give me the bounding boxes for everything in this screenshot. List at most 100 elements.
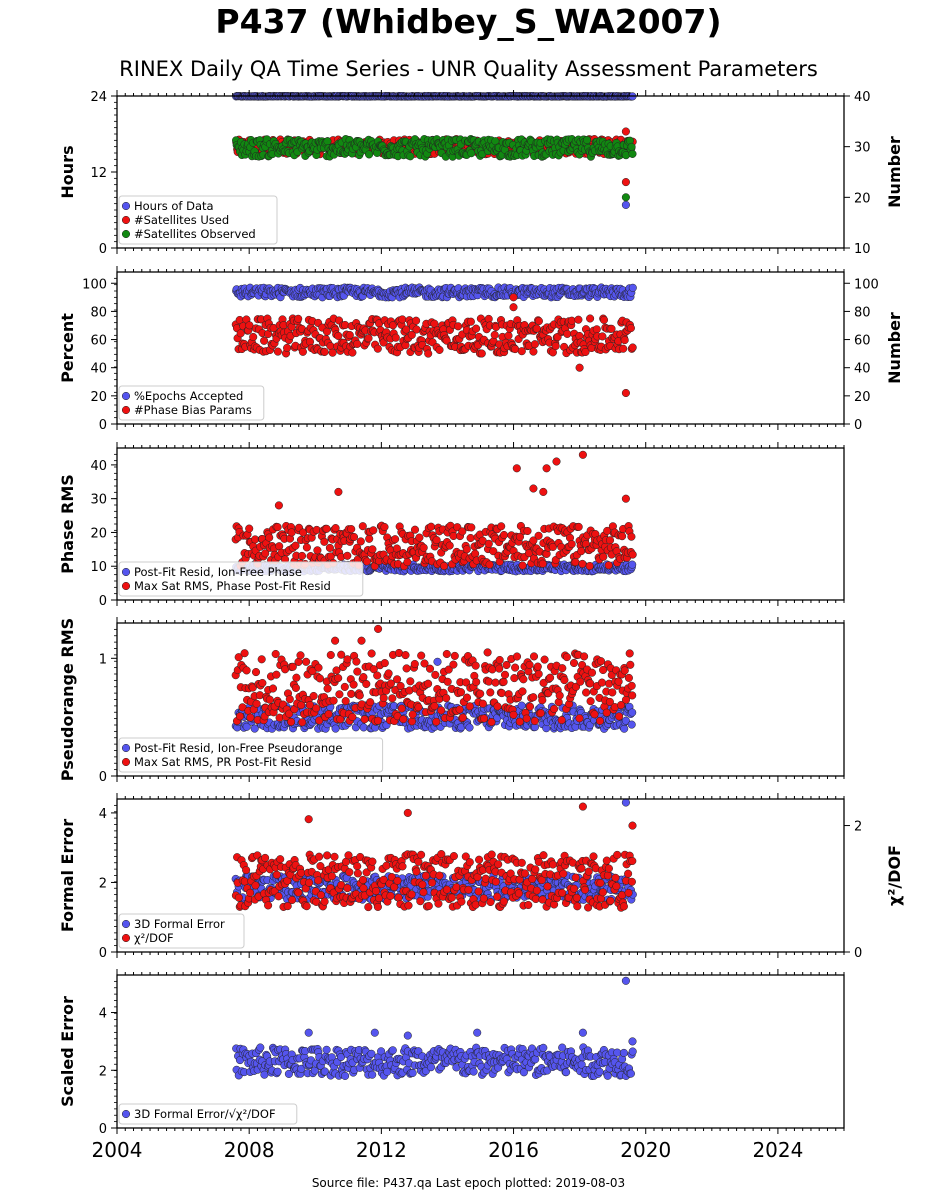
data-point xyxy=(554,698,563,707)
data-point xyxy=(517,701,526,710)
y-right-tick-label: 0 xyxy=(854,418,862,433)
data-point xyxy=(365,534,374,543)
data-point xyxy=(445,541,454,550)
data-point xyxy=(490,330,499,339)
data-point xyxy=(449,660,458,669)
data-point xyxy=(415,533,424,542)
data-point xyxy=(596,657,606,666)
data-point xyxy=(587,668,597,677)
data-point xyxy=(546,673,555,682)
data-point xyxy=(373,344,382,353)
data-point xyxy=(628,343,637,352)
data-point xyxy=(530,340,539,349)
data-point xyxy=(402,664,411,673)
y-tick-label: 0 xyxy=(99,242,107,257)
data-point xyxy=(472,677,481,687)
data-point xyxy=(268,684,278,693)
data-point xyxy=(313,546,322,555)
data-point xyxy=(298,718,307,727)
data-point xyxy=(480,714,489,723)
data-point xyxy=(519,675,528,684)
data-point xyxy=(614,677,623,686)
legend-entry: Hours of Data xyxy=(134,199,214,213)
data-point xyxy=(331,724,340,733)
data-point xyxy=(302,543,311,552)
data-point xyxy=(380,522,389,532)
data-point xyxy=(366,698,375,707)
data-point xyxy=(626,324,635,333)
data-point xyxy=(466,317,475,326)
data-point xyxy=(602,708,611,717)
data-point xyxy=(343,655,352,664)
data-point xyxy=(341,697,350,706)
data-point xyxy=(626,660,635,669)
outlier-point xyxy=(433,657,442,666)
data-point xyxy=(466,533,475,543)
outlier-point xyxy=(542,464,551,473)
data-points xyxy=(231,450,637,576)
data-point xyxy=(437,706,446,715)
data-point xyxy=(471,661,480,670)
data-point xyxy=(562,653,571,662)
data-point xyxy=(627,720,636,729)
data-point xyxy=(534,531,543,540)
data-point xyxy=(592,325,601,334)
data-point xyxy=(510,674,519,683)
data-point xyxy=(245,524,254,533)
data-point xyxy=(343,551,352,560)
data-point xyxy=(341,320,350,330)
data-point xyxy=(472,324,481,333)
data-point xyxy=(406,677,415,686)
data-point xyxy=(580,652,589,661)
data-point xyxy=(364,334,373,343)
data-point xyxy=(628,560,637,569)
data-point xyxy=(604,561,613,570)
y-right-tick-label: 40 xyxy=(854,362,871,377)
data-point xyxy=(329,696,338,705)
y-right-tick-label: 10 xyxy=(854,242,871,257)
data-point xyxy=(373,716,382,725)
data-point xyxy=(265,695,274,704)
y-tick-label: 12 xyxy=(90,166,107,181)
data-point xyxy=(484,677,493,686)
y-axis-label: Percent xyxy=(58,313,77,383)
outlier-point xyxy=(509,293,518,302)
data-point xyxy=(625,649,634,658)
data-point xyxy=(530,716,539,726)
data-point xyxy=(324,710,333,719)
data-point xyxy=(586,314,595,323)
y-tick-label: 60 xyxy=(90,334,107,349)
data-point xyxy=(369,526,378,535)
data-point xyxy=(455,705,464,714)
data-point xyxy=(499,530,509,540)
data-point xyxy=(235,712,245,721)
data-point xyxy=(518,561,527,570)
outlier-point xyxy=(274,501,283,510)
panel-3: 0 10 20 30 40 Phase RMS Post-Fit Resid, Ion-Fr… xyxy=(58,442,845,609)
data-point xyxy=(518,687,527,696)
data-point xyxy=(509,710,518,719)
y-right-tick-label: 100 xyxy=(854,277,879,292)
data-point xyxy=(309,691,318,701)
data-point xyxy=(398,315,407,324)
legend-entry: #Satellites Observed xyxy=(134,227,256,241)
data-point xyxy=(397,704,406,713)
y-tick-label: 10 xyxy=(90,560,107,575)
y-tick-label: 40 xyxy=(90,459,107,474)
data-point xyxy=(569,658,579,668)
data-point xyxy=(557,716,566,725)
data-point xyxy=(440,561,449,571)
data-point xyxy=(425,664,435,673)
data-point xyxy=(236,329,245,338)
data-point xyxy=(320,347,329,356)
data-point xyxy=(442,694,451,703)
data-point xyxy=(558,664,567,673)
data-point xyxy=(312,704,321,713)
y-tick-label: 100 xyxy=(82,277,107,292)
outlier-point xyxy=(621,388,630,398)
data-point xyxy=(538,696,547,705)
data-point xyxy=(605,536,615,545)
data-point xyxy=(620,336,629,345)
data-point xyxy=(620,666,629,675)
